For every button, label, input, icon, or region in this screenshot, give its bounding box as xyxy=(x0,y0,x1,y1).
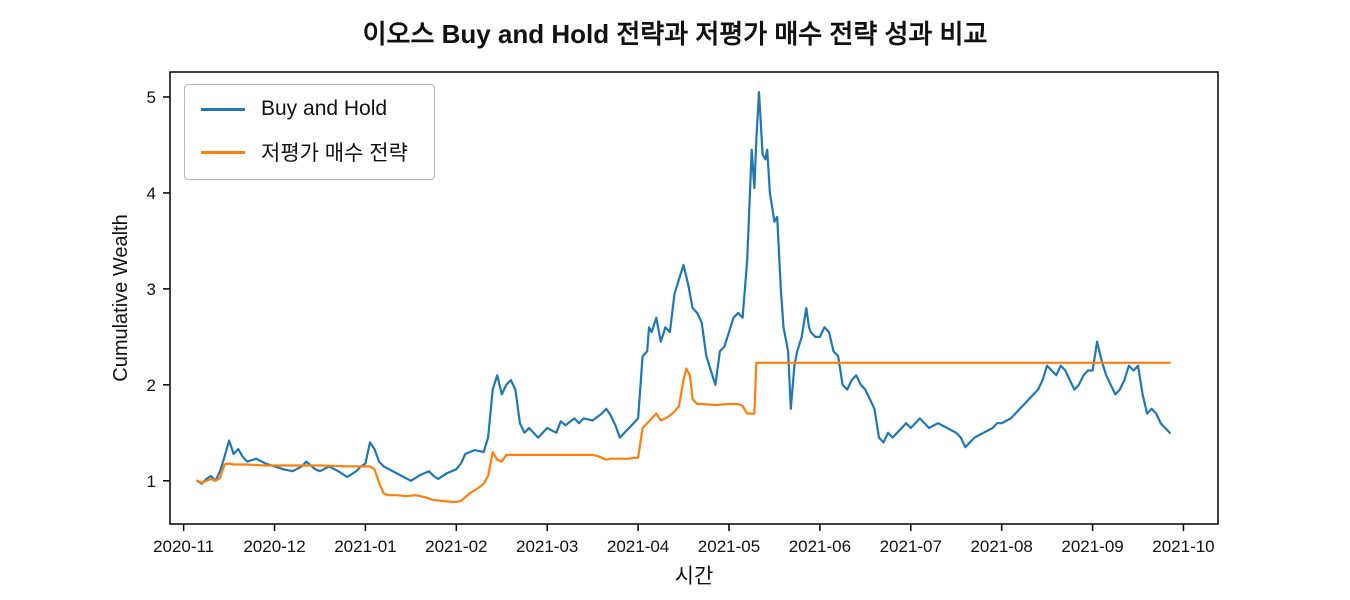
x-tick-label: 2021-07 xyxy=(880,537,942,556)
y-tick-label: 3 xyxy=(147,280,156,299)
legend-item-undervalued-strategy: 저평가 매수 전략 xyxy=(201,137,408,167)
x-tick-label: 2021-04 xyxy=(607,537,669,556)
buy-and-hold-line-swatch xyxy=(201,107,245,111)
legend-label-undervalued-strategy: 저평가 매수 전략 xyxy=(261,142,408,165)
x-tick-label: 2021-05 xyxy=(698,537,760,556)
y-tick-label: 4 xyxy=(147,184,156,203)
x-axis-label: 시간 xyxy=(674,565,714,588)
y-tick-label: 2 xyxy=(147,376,156,395)
x-tick-label: 2021-03 xyxy=(516,537,578,556)
undervalued-strategy-line-swatch xyxy=(201,150,245,154)
x-tick-label: 2021-01 xyxy=(334,537,396,556)
x-tick-label: 2021-06 xyxy=(789,537,851,556)
x-tick-label: 2021-10 xyxy=(1152,537,1214,556)
y-axis-label: Cumulative Wealth xyxy=(110,214,132,382)
chart-title: 이오스 Buy and Hold 전략과 저평가 매수 전략 성과 비교 xyxy=(362,19,988,49)
legend: Buy and Hold 저평가 매수 전략 xyxy=(184,84,435,180)
y-tick-label: 1 xyxy=(147,472,156,491)
series-line-1 xyxy=(196,361,1171,503)
plot-border xyxy=(169,71,1219,525)
x-tick-label: 2021-09 xyxy=(1061,537,1123,556)
series-line-0 xyxy=(196,91,1171,485)
x-tick-label: 2020-11 xyxy=(153,537,214,556)
x-tick-label: 2021-02 xyxy=(425,537,487,556)
legend-label-buy-and-hold: Buy and Hold xyxy=(261,97,388,120)
x-tick-label: 2021-08 xyxy=(970,537,1032,556)
x-tick-label: 2020-12 xyxy=(243,537,305,556)
y-tick-label: 5 xyxy=(147,88,156,107)
legend-item-buy-and-hold: Buy and Hold xyxy=(201,97,408,121)
